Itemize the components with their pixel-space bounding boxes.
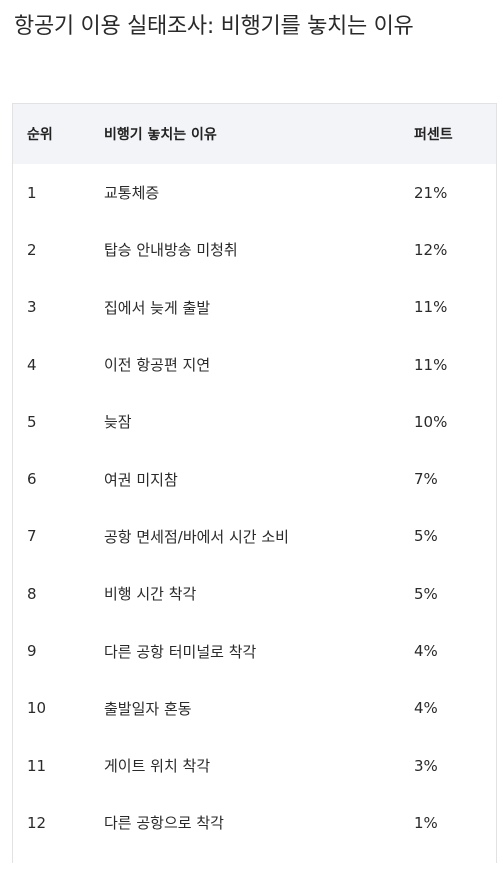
percent-cell: 4% (414, 642, 438, 661)
table-row: 5 늦잠 10% (13, 393, 496, 450)
reason-cell: 다른 공항으로 착각 (104, 814, 224, 833)
percent-cell: 5% (414, 584, 438, 603)
rank-cell: 4 (27, 355, 37, 374)
table-body: 1 교통체증 21% 2 탑승 안내방송 미청취 12% 3 집에서 늦게 출발… (13, 164, 496, 852)
rank-cell: 7 (27, 527, 37, 546)
rank-cell: 9 (27, 642, 37, 661)
rank-cell: 6 (27, 470, 37, 489)
table-row: 11 게이트 위치 착각 3% (13, 737, 496, 794)
percent-cell: 4% (414, 699, 438, 718)
table-row: 10 출발일자 혼동 4% (13, 680, 496, 737)
percent-cell: 1% (414, 813, 438, 832)
reason-cell: 교통체증 (104, 184, 160, 203)
table-row: 4 이전 항공편 지연 11% (13, 336, 496, 393)
reason-cell: 공항 면세점/바에서 시간 소비 (104, 527, 289, 546)
rank-cell: 11 (27, 756, 47, 775)
reason-cell: 이전 항공편 지연 (104, 356, 211, 375)
percent-cell: 5% (414, 527, 438, 546)
percent-cell: 3% (414, 756, 438, 775)
table-row: 1 교통체증 21% (13, 164, 496, 221)
reason-cell: 비행 시간 착각 (104, 585, 197, 604)
rank-cell: 1 (27, 183, 37, 202)
header-reason: 비행기 놓치는 이유 (104, 127, 217, 143)
reasons-table: 순위 비행기 놓치는 이유 퍼센트 1 교통체증 21% 2 탑승 안내방송 미… (12, 103, 497, 863)
header-rank: 순위 (27, 127, 53, 143)
table-header: 순위 비행기 놓치는 이유 퍼센트 (13, 104, 496, 164)
reason-cell: 늦잠 (104, 413, 132, 432)
rank-cell: 3 (27, 298, 37, 317)
percent-cell: 21% (414, 183, 448, 202)
table-row: 6 여권 미지참 7% (13, 450, 496, 507)
reason-cell: 다른 공항 터미널로 착각 (104, 642, 257, 661)
reason-cell: 게이트 위치 착각 (104, 757, 211, 776)
rank-cell: 12 (27, 813, 47, 832)
reason-cell: 탑승 안내방송 미청취 (104, 241, 238, 260)
reason-cell: 집에서 늦게 출발 (104, 298, 211, 317)
table-row: 9 다른 공항 터미널로 착각 4% (13, 622, 496, 679)
rank-cell: 10 (27, 699, 47, 718)
rank-cell: 8 (27, 584, 37, 603)
percent-cell: 11% (414, 355, 448, 374)
header-percent: 퍼센트 (414, 127, 453, 143)
table-row: 7 공항 면세점/바에서 시간 소비 5% (13, 508, 496, 565)
percent-cell: 7% (414, 470, 438, 489)
reason-cell: 여권 미지참 (104, 470, 178, 489)
rank-cell: 5 (27, 412, 37, 431)
table-row: 3 집에서 늦게 출발 11% (13, 279, 496, 336)
page-title: 항공기 이용 실태조사: 비행기를 놓치는 이유 (14, 14, 414, 39)
percent-cell: 11% (414, 298, 448, 317)
reason-cell: 출발일자 혼동 (104, 699, 192, 718)
percent-cell: 12% (414, 240, 448, 259)
table-row: 8 비행 시간 착각 5% (13, 565, 496, 622)
table-row: 12 다른 공항으로 착각 1% (13, 794, 496, 851)
table-row: 2 탑승 안내방송 미청취 12% (13, 221, 496, 278)
rank-cell: 2 (27, 240, 37, 259)
percent-cell: 10% (414, 412, 448, 431)
